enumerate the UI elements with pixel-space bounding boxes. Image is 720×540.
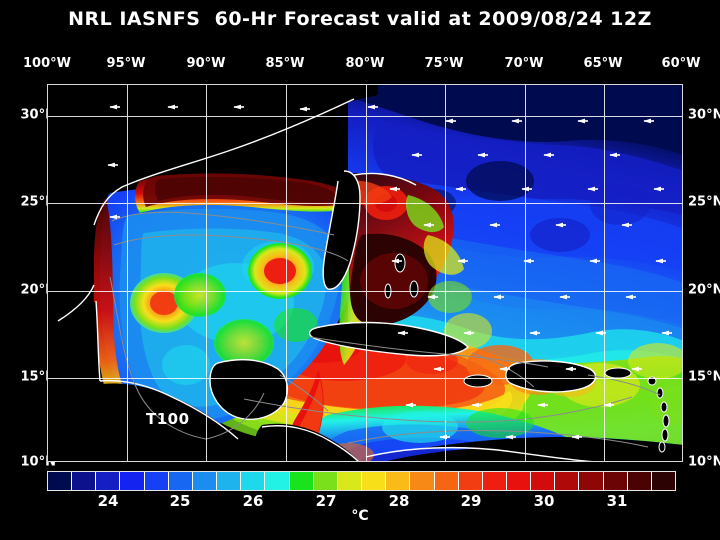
- lon-tick-label: 75°W: [424, 56, 464, 71]
- colorbar-swatch: [410, 472, 435, 490]
- colorbar-swatch: [120, 472, 145, 490]
- field-annotation-label: T100: [146, 410, 190, 428]
- current-vector-field: [107, 104, 672, 440]
- colorbar-swatch: [289, 472, 314, 490]
- colorbar-tick-label: 25: [169, 492, 191, 510]
- colorbar-swatch: [313, 472, 338, 490]
- lon-tick-label: 65°W: [583, 56, 623, 71]
- colorbar-swatch: [386, 472, 411, 490]
- lon-tick-label: 100°W: [23, 56, 71, 71]
- colorbar-tick-label: 28: [388, 492, 410, 510]
- lon-tick-label: 70°W: [504, 56, 544, 71]
- colorbar-swatch: [362, 472, 387, 490]
- colorbar-tick-label: 24: [97, 492, 119, 510]
- lon-tick-label: 85°W: [265, 56, 305, 71]
- lat-tick-label-right: 15°N: [688, 369, 720, 385]
- colorbar-tick-label: 31: [606, 492, 628, 510]
- colorbar-swatch: [144, 472, 169, 490]
- colorbar-swatch: [651, 472, 676, 490]
- colorbar-swatch: [458, 472, 483, 490]
- colorbar-swatch: [603, 472, 628, 490]
- colorbar-swatch: [241, 472, 266, 490]
- colorbar-tick-label: 26: [242, 492, 264, 510]
- colorbar-swatch: [192, 472, 218, 490]
- colorbar-swatch: [555, 472, 580, 490]
- lon-tick-label: 60°W: [661, 56, 701, 71]
- lat-tick-label-right: 30°N: [688, 107, 720, 123]
- lat-tick-label-right: 20°N: [688, 282, 720, 298]
- colorbar-swatch: [337, 472, 363, 490]
- lat-tick-label-right: 10°N: [688, 454, 720, 470]
- colorbar-swatch: [96, 472, 121, 490]
- colorbar-unit-label: °C: [351, 508, 369, 524]
- lat-tick-label-right: 25°N: [688, 194, 720, 210]
- temperature-field: [48, 85, 682, 461]
- colorbar-swatch: [434, 472, 459, 490]
- colorbar-tick-label: 29: [460, 492, 482, 510]
- colorbar-swatch: [531, 472, 556, 490]
- lon-tick-label: 95°W: [106, 56, 146, 71]
- colorbar-swatch: [506, 472, 532, 490]
- colorbar-swatch: [168, 472, 193, 490]
- page-title: NRL IASNFS 60-Hr Forecast valid at 2009/…: [68, 8, 652, 30]
- colorbar: [47, 471, 676, 491]
- colorbar-swatch: [217, 472, 242, 490]
- lon-tick-label: 90°W: [186, 56, 226, 71]
- colorbar-swatch: [482, 472, 507, 490]
- colorbar-swatch: [627, 472, 652, 490]
- colorbar-tick-label: 30: [533, 492, 555, 510]
- colorbar-swatch: [265, 472, 290, 490]
- colorbar-swatch: [72, 472, 97, 490]
- map-plot-area: [47, 84, 683, 462]
- lon-tick-label: 80°W: [345, 56, 385, 71]
- colorbar-swatch: [48, 472, 73, 490]
- colorbar-tick-label: 27: [315, 492, 337, 510]
- colorbar-swatch: [579, 472, 604, 490]
